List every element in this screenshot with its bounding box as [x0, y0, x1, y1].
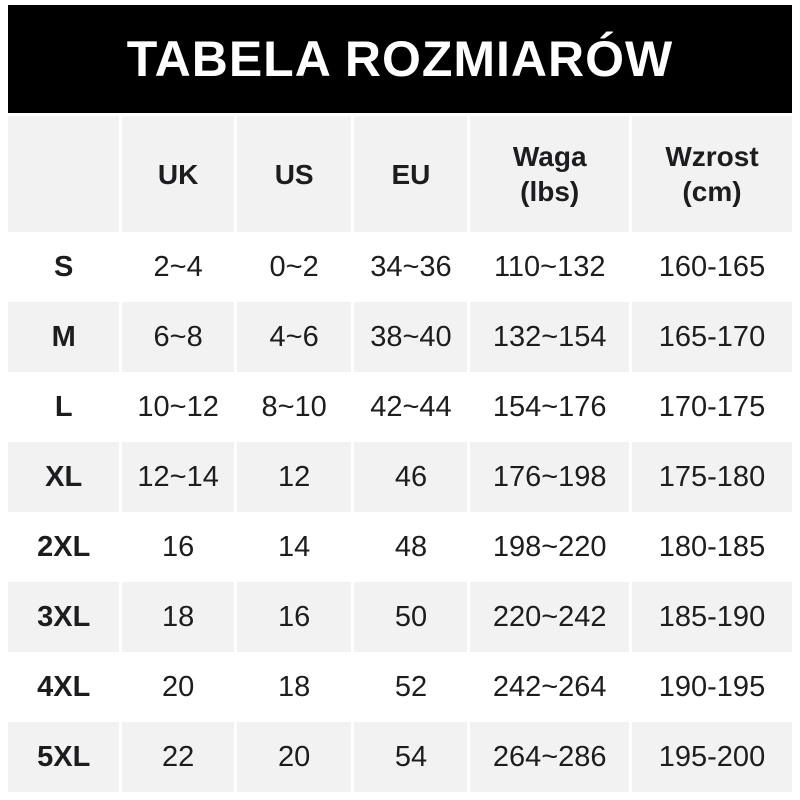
- table-cell: 4~6: [233, 302, 353, 372]
- table-cell: 54: [351, 722, 469, 792]
- size-cell: S: [8, 232, 121, 302]
- table-cell: 2~4: [119, 232, 236, 302]
- size-cell: 3XL: [8, 582, 121, 652]
- table-cell: 154~176: [467, 372, 631, 442]
- table-cell: 18: [233, 652, 353, 722]
- table-cell: 16: [119, 512, 236, 582]
- table-cell: 16: [233, 582, 353, 652]
- table-row-3xl: 3XL 18 16 50 220~242 185-190: [8, 582, 792, 652]
- title-banner: TABELA ROZMIARÓW: [8, 5, 792, 113]
- table-cell: 185-190: [628, 582, 792, 652]
- size-cell: M: [8, 302, 121, 372]
- size-cell: XL: [8, 442, 121, 512]
- table-cell: 14: [233, 512, 353, 582]
- column-header-wzrost: Wzrost (cm): [628, 116, 792, 232]
- table-cell: 175-180: [628, 442, 792, 512]
- column-header-size: [8, 116, 121, 232]
- table-cell: 110~132: [467, 232, 631, 302]
- page-title: TABELA ROZMIARÓW: [126, 31, 674, 87]
- column-label: Waga: [512, 141, 587, 172]
- table-cell: 20: [233, 722, 353, 792]
- column-header-eu: EU: [351, 116, 469, 232]
- column-label: EU: [391, 158, 431, 190]
- table-cell: 10~12: [119, 372, 236, 442]
- column-header-waga: Waga (lbs): [467, 116, 631, 232]
- table-cell: 242~264: [467, 652, 631, 722]
- table-cell: 50: [351, 582, 469, 652]
- column-sublabel: (lbs): [520, 176, 580, 207]
- table-row-m: M 6~8 4~6 38~40 132~154 165-170: [8, 302, 792, 372]
- column-label: Wzrost: [665, 141, 759, 172]
- header-row: UK US EU Waga (lbs) Wzrost (cm): [8, 116, 792, 232]
- table-cell: 52: [351, 652, 469, 722]
- table-cell: 34~36: [351, 232, 469, 302]
- table-row-2xl: 2XL 16 14 48 198~220 180-185: [8, 512, 792, 582]
- column-sublabel: (cm): [682, 176, 742, 207]
- table-cell: 165-170: [628, 302, 792, 372]
- table-cell: 42~44: [351, 372, 469, 442]
- column-header-us: US: [233, 116, 353, 232]
- table-cell: 180-185: [628, 512, 792, 582]
- table-cell: 12~14: [119, 442, 236, 512]
- size-table: UK US EU Waga (lbs) Wzrost (cm) S 2~4: [8, 116, 792, 792]
- table-cell: 22: [119, 722, 236, 792]
- column-label: UK: [157, 158, 199, 190]
- table-row-5xl: 5XL 22 20 54 264~286 195-200: [8, 722, 792, 792]
- column-label: US: [274, 158, 314, 190]
- table-cell: 264~286: [467, 722, 631, 792]
- size-cell: 4XL: [8, 652, 121, 722]
- table-cell: 46: [351, 442, 469, 512]
- table-cell: 220~242: [467, 582, 631, 652]
- table-cell: 198~220: [467, 512, 631, 582]
- table-cell: 190-195: [628, 652, 792, 722]
- table-cell: 38~40: [351, 302, 469, 372]
- table-cell: 195-200: [628, 722, 792, 792]
- table-row-xl: XL 12~14 12 46 176~198 175-180: [8, 442, 792, 512]
- size-cell: L: [8, 372, 121, 442]
- table-row-l: L 10~12 8~10 42~44 154~176 170-175: [8, 372, 792, 442]
- table-cell: 18: [119, 582, 236, 652]
- table-cell: 132~154: [467, 302, 631, 372]
- table-cell: 0~2: [233, 232, 353, 302]
- table-cell: 176~198: [467, 442, 631, 512]
- table-cell: 160-165: [628, 232, 792, 302]
- table-cell: 8~10: [233, 372, 353, 442]
- table-cell: 170-175: [628, 372, 792, 442]
- table-row-4xl: 4XL 20 18 52 242~264 190-195: [8, 652, 792, 722]
- column-header-uk: UK: [119, 116, 236, 232]
- size-cell: 2XL: [8, 512, 121, 582]
- table-cell: 12: [233, 442, 353, 512]
- table-cell: 20: [119, 652, 236, 722]
- table-row-s: S 2~4 0~2 34~36 110~132 160-165: [8, 232, 792, 302]
- table-cell: 48: [351, 512, 469, 582]
- size-cell: 5XL: [8, 722, 121, 792]
- table-cell: 6~8: [119, 302, 236, 372]
